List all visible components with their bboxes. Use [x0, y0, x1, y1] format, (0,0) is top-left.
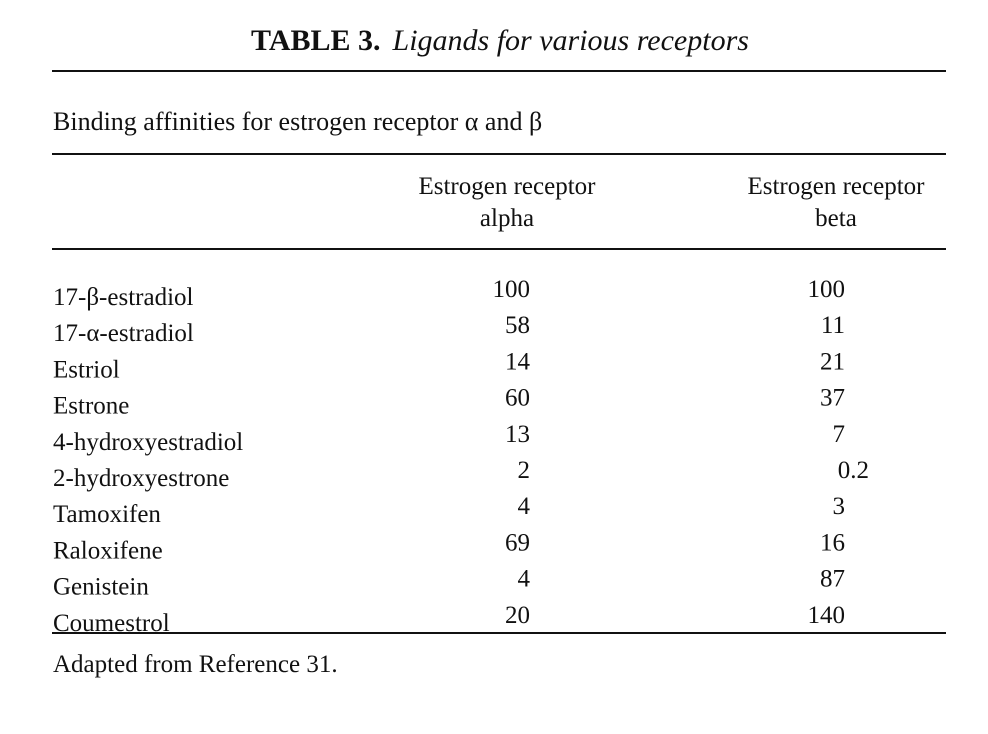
cell-value: 140 — [808, 602, 846, 629]
cell-value: 14 — [505, 348, 531, 375]
cell-value: 100 — [808, 276, 846, 303]
cell-value: 37 — [820, 385, 845, 412]
cell-value: 87 — [820, 566, 845, 593]
column-header: alpha — [480, 205, 534, 232]
row-label: Raloxifene — [53, 537, 163, 564]
row-label: Tamoxifen — [53, 501, 161, 528]
row-label: Coumestrol — [53, 610, 170, 637]
cell-value: 11 — [821, 312, 845, 339]
cell-value: 4 — [518, 493, 531, 520]
footnote: Adapted from Reference 31. — [53, 651, 338, 678]
cell-value: 58 — [505, 312, 530, 339]
column-header: beta — [815, 205, 857, 232]
row-label: 2-hydroxyestrone — [53, 465, 229, 492]
cell-value: 20 — [505, 602, 530, 629]
cell-value: 100 — [493, 276, 531, 303]
cell-value: 0.2 — [838, 457, 869, 484]
cell-value: 3 — [833, 493, 846, 520]
row-label: Estrone — [53, 393, 129, 420]
cell-value: 16 — [820, 529, 845, 556]
cell-value: 21 — [820, 348, 845, 375]
column-header: Estrogen receptor — [418, 173, 596, 200]
column-header: Estrogen receptor — [747, 173, 925, 200]
cell-value: 7 — [833, 421, 846, 448]
title-label: TABLE 3. — [251, 24, 380, 57]
cell-value: 4 — [518, 566, 531, 593]
cell-value: 13 — [505, 421, 530, 448]
table-title: TABLE 3. Ligands for various receptors — [251, 24, 749, 57]
subtitle: Binding affinities for estrogen receptor… — [53, 107, 542, 136]
row-label: 17-α-estradiol — [53, 320, 194, 347]
row-label: 17-β-estradiol — [53, 284, 194, 311]
cell-value: 2 — [518, 457, 531, 484]
cell-value: 69 — [505, 529, 530, 556]
row-label: Genistein — [53, 574, 149, 601]
row-label: 4-hydroxyestradiol — [53, 429, 243, 456]
cell-value: 60 — [505, 385, 530, 412]
row-label: Estriol — [53, 356, 120, 383]
title-text: Ligands for various receptors — [392, 24, 749, 57]
